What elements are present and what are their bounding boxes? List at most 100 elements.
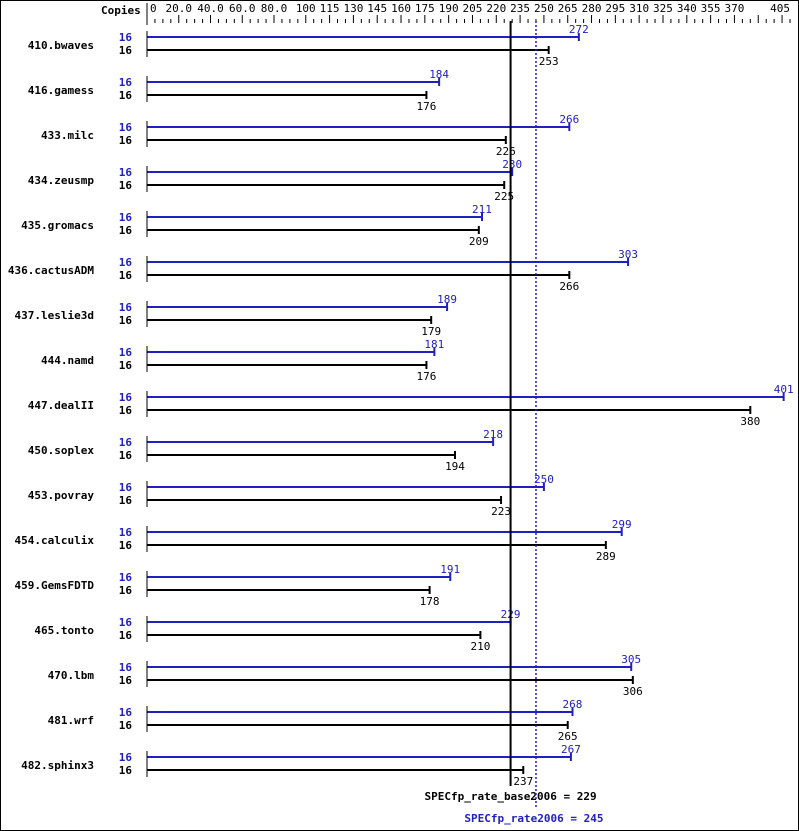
benchmark-label: 434.zeusmp bbox=[28, 174, 95, 187]
peak-value-label: 299 bbox=[612, 518, 632, 531]
copies-value: 16 bbox=[119, 121, 133, 134]
copies-value: 16 bbox=[119, 764, 133, 777]
x-tick-label: 145 bbox=[367, 2, 387, 15]
copies-value: 16 bbox=[119, 346, 133, 359]
copies-value: 16 bbox=[119, 179, 133, 192]
base-value-label: 194 bbox=[445, 460, 465, 473]
copies-value: 16 bbox=[119, 719, 133, 732]
peak-value-label: 230 bbox=[502, 158, 522, 171]
benchmark-label: 459.GemsFDTD bbox=[15, 579, 95, 592]
peak-value-label: 401 bbox=[774, 383, 794, 396]
copies-value: 16 bbox=[119, 134, 133, 147]
x-tick-label: 40.0 bbox=[197, 2, 224, 15]
benchmark-label: 482.sphinx3 bbox=[21, 759, 94, 772]
x-tick-label: 370 bbox=[724, 2, 744, 15]
copies-value: 16 bbox=[119, 629, 133, 642]
base-value-label: 209 bbox=[469, 235, 489, 248]
benchmark-label: 453.povray bbox=[28, 489, 95, 502]
x-tick-label: 220 bbox=[486, 2, 506, 15]
base-value-label: 253 bbox=[539, 55, 559, 68]
copies-value: 16 bbox=[119, 224, 133, 237]
peak-value-label: 250 bbox=[534, 473, 554, 486]
peak-value-label: 266 bbox=[559, 113, 579, 126]
copies-value: 16 bbox=[119, 584, 133, 597]
copies-value: 16 bbox=[119, 166, 133, 179]
base-value-label: 210 bbox=[470, 640, 490, 653]
peak-value-label: 184 bbox=[429, 68, 449, 81]
peak-value-label: 191 bbox=[440, 563, 460, 576]
x-tick-label: 265 bbox=[558, 2, 578, 15]
x-tick-label: 235 bbox=[510, 2, 530, 15]
benchmark-label: 433.milc bbox=[41, 129, 94, 142]
base-value-label: 225 bbox=[494, 190, 514, 203]
copies-value: 16 bbox=[119, 539, 133, 552]
copies-value: 16 bbox=[119, 706, 133, 719]
base-value-label: 306 bbox=[623, 685, 643, 698]
peak-value-label: 268 bbox=[563, 698, 583, 711]
copies-value: 16 bbox=[119, 674, 133, 687]
benchmark-label: 470.lbm bbox=[48, 669, 95, 682]
copies-value: 16 bbox=[119, 481, 133, 494]
benchmark-label: 436.cactusADM bbox=[8, 264, 94, 277]
x-tick-label: 205 bbox=[463, 2, 483, 15]
peak-value-label: 181 bbox=[424, 338, 444, 351]
x-tick-label: 190 bbox=[439, 2, 459, 15]
x-tick-label: 0 bbox=[150, 2, 157, 15]
copies-value: 16 bbox=[119, 301, 133, 314]
reference-label: SPECfp_rate_base2006 = 229 bbox=[424, 790, 596, 803]
peak-value-label: 303 bbox=[618, 248, 638, 261]
copies-value: 16 bbox=[119, 89, 133, 102]
base-value-label: 226 bbox=[496, 145, 516, 158]
base-value-label: 223 bbox=[491, 505, 511, 518]
base-value-label: 176 bbox=[416, 100, 436, 113]
copies-value: 16 bbox=[119, 616, 133, 629]
peak-value-label: 272 bbox=[569, 23, 589, 36]
peak-value-label: 267 bbox=[561, 743, 581, 756]
x-tick-label: 80.0 bbox=[261, 2, 288, 15]
x-tick-label: 130 bbox=[343, 2, 363, 15]
base-value-label: 178 bbox=[420, 595, 440, 608]
copies-value: 16 bbox=[119, 359, 133, 372]
benchmark-label: 447.dealII bbox=[28, 399, 94, 412]
x-tick-label: 20.0 bbox=[166, 2, 193, 15]
x-tick-label: 280 bbox=[582, 2, 602, 15]
copies-value: 16 bbox=[119, 391, 133, 404]
benchmark-label: 481.wrf bbox=[48, 714, 94, 727]
x-tick-label: 175 bbox=[415, 2, 435, 15]
copies-value: 16 bbox=[119, 494, 133, 507]
benchmark-label: 435.gromacs bbox=[21, 219, 94, 232]
benchmark-label: 437.leslie3d bbox=[15, 309, 94, 322]
copies-value: 16 bbox=[119, 211, 133, 224]
benchmark-label: 465.tonto bbox=[34, 624, 94, 637]
base-value-label: 237 bbox=[513, 775, 533, 788]
copies-value: 16 bbox=[119, 526, 133, 539]
copies-value: 16 bbox=[119, 449, 133, 462]
benchmark-label: 444.namd bbox=[41, 354, 94, 367]
x-tick-label: 115 bbox=[320, 2, 340, 15]
x-tick-label: 100 bbox=[296, 2, 316, 15]
copies-value: 16 bbox=[119, 571, 133, 584]
base-value-label: 176 bbox=[416, 370, 436, 383]
copies-value: 16 bbox=[119, 256, 133, 269]
base-value-label: 179 bbox=[421, 325, 441, 338]
reference-label: SPECfp_rate2006 = 245 bbox=[464, 812, 603, 825]
copies-value: 16 bbox=[119, 661, 133, 674]
copies-header: Copies bbox=[101, 4, 141, 17]
copies-value: 16 bbox=[119, 44, 133, 57]
benchmark-label: 450.soplex bbox=[28, 444, 95, 457]
base-value-label: 266 bbox=[559, 280, 579, 293]
x-tick-label: 325 bbox=[653, 2, 673, 15]
copies-value: 16 bbox=[119, 31, 133, 44]
base-value-label: 289 bbox=[596, 550, 616, 563]
benchmark-label: 410.bwaves bbox=[28, 39, 94, 52]
copies-value: 16 bbox=[119, 751, 133, 764]
copies-value: 16 bbox=[119, 76, 133, 89]
base-value-label: 265 bbox=[558, 730, 578, 743]
peak-value-label: 211 bbox=[472, 203, 492, 216]
copies-value: 16 bbox=[119, 269, 133, 282]
copies-value: 16 bbox=[119, 314, 133, 327]
peak-value-label: 218 bbox=[483, 428, 503, 441]
x-tick-label: 310 bbox=[629, 2, 649, 15]
x-tick-label: 60.0 bbox=[229, 2, 256, 15]
